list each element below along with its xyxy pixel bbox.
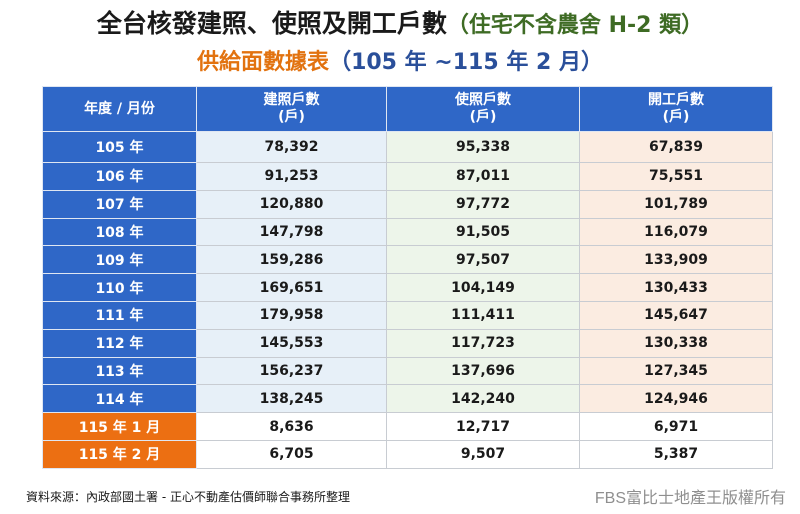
header-construction-starts-label: 開工戶數 (648, 92, 704, 108)
header-use-permits-label: 使照戶數 (455, 92, 511, 108)
table-row: 112 年 145,553 117,723 130,338 (42, 328, 773, 358)
table-row: 106 年 91,253 87,011 75,551 (42, 162, 773, 191)
cell-use-permits: 104,149 (386, 273, 580, 302)
header-use-permits: 使照戶數 (戶) (386, 86, 580, 132)
cell-use-permits: 117,723 (386, 328, 580, 358)
cell-build-permits: 145,553 (196, 328, 387, 358)
header-build-permits-label: 建照戶數 (263, 92, 320, 108)
row-label: 114 年 (42, 384, 197, 414)
cell-construction-starts: 6,971 (579, 412, 773, 441)
cell-use-permits: 111,411 (386, 300, 580, 330)
table-row: 105 年 78,392 95,338 67,839 (42, 131, 773, 163)
subtitle-prefix: 供給面數據表 (197, 50, 330, 75)
cell-construction-starts: 130,433 (579, 273, 773, 302)
header-use-permits-unit: (戶) (469, 109, 497, 125)
cell-build-permits: 91,253 (196, 162, 387, 191)
cell-use-permits: 97,772 (386, 189, 580, 219)
chart-title: 全台核發建照、使照及開工戶數（住宅不含農舍 H-2 類） (0, 4, 800, 40)
header-build-permits: 建照戶數 (戶) (196, 86, 387, 132)
row-label: 115 年 1 月 (42, 412, 197, 441)
cell-build-permits: 8,636 (196, 412, 387, 441)
cell-construction-starts: 127,345 (579, 356, 773, 386)
row-label: 106 年 (42, 162, 197, 191)
row-label: 107 年 (42, 189, 197, 219)
cell-construction-starts: 101,789 (579, 189, 773, 219)
cell-build-permits: 147,798 (196, 217, 387, 247)
table-row: 113 年 156,237 137,696 127,345 (42, 356, 773, 386)
cell-use-permits: 95,338 (386, 131, 580, 163)
table-row: 108 年 147,798 91,505 116,079 (42, 217, 773, 247)
cell-use-permits: 142,240 (386, 384, 580, 414)
row-label: 115 年 2 月 (42, 439, 197, 469)
table-body: 105 年 78,392 95,338 67,839 106 年 91,253 87,011… (42, 131, 773, 469)
row-label: 112 年 (42, 328, 197, 358)
table-row: 111 年 179,958 111,411 145,647 (42, 300, 773, 330)
data-table: 年度 / 月份 建照戶數 (戶) 使照戶數 (戶) 開工戶數 (戶) 105 年… (42, 86, 773, 469)
row-label: 110 年 (42, 273, 197, 302)
cell-build-permits: 179,958 (196, 300, 387, 330)
cell-construction-starts: 5,387 (579, 439, 773, 469)
source-note: 資料來源：內政部國土署 - 正心不動產估價師聯合事務所整理 (26, 490, 350, 504)
cell-build-permits: 6,705 (196, 439, 387, 469)
cell-use-permits: 9,507 (386, 439, 580, 469)
cell-construction-starts: 133,909 (579, 245, 773, 275)
table-row: 110 年 169,651 104,149 130,433 (42, 273, 773, 302)
table-row: 107 年 120,880 97,772 101,789 (42, 189, 773, 219)
cell-build-permits: 169,651 (196, 273, 387, 302)
table-row: 115 年 2 月 6,705 9,507 5,387 (42, 439, 773, 469)
header-period: 年度 / 月份 (42, 86, 197, 132)
cell-build-permits: 156,237 (196, 356, 387, 386)
cell-construction-starts: 145,647 (579, 300, 773, 330)
cell-use-permits: 87,011 (386, 162, 580, 191)
cell-construction-starts: 124,946 (579, 384, 773, 414)
header-period-label: 年度 / 月份 (84, 100, 155, 117)
cell-construction-starts: 116,079 (579, 217, 773, 247)
cell-use-permits: 12,717 (386, 412, 580, 441)
cell-build-permits: 159,286 (196, 245, 387, 275)
row-label: 108 年 (42, 217, 197, 247)
title-subtitle: （住宅不含農舍 H-2 類） (446, 13, 704, 38)
cell-use-permits: 97,507 (386, 245, 580, 275)
cell-construction-starts: 75,551 (579, 162, 773, 191)
table-header-row: 年度 / 月份 建照戶數 (戶) 使照戶數 (戶) 開工戶數 (戶) (42, 86, 773, 132)
row-label: 113 年 (42, 356, 197, 386)
table-row: 109 年 159,286 97,507 133,909 (42, 245, 773, 275)
cell-build-permits: 138,245 (196, 384, 387, 414)
table-row: 115 年 1 月 8,636 12,717 6,971 (42, 412, 773, 441)
header-build-permits-unit: (戶) (278, 109, 305, 125)
header-construction-starts-unit: (戶) (662, 109, 690, 125)
row-label: 109 年 (42, 245, 197, 275)
cell-build-permits: 120,880 (196, 189, 387, 219)
cell-use-permits: 137,696 (386, 356, 580, 386)
row-label: 111 年 (42, 300, 197, 330)
chart-subtitle: 供給面數據表（105 年 ~115 年 2 月） (0, 44, 800, 76)
header-construction-starts: 開工戶數 (戶) (579, 86, 773, 132)
watermark: FBS富比士地產王版權所有 (594, 490, 786, 507)
table-row: 114 年 138,245 142,240 124,946 (42, 384, 773, 414)
cell-build-permits: 78,392 (196, 131, 387, 163)
cell-construction-starts: 130,338 (579, 328, 773, 358)
row-label: 105 年 (42, 131, 197, 163)
cell-use-permits: 91,505 (386, 217, 580, 247)
subtitle-range: （105 年 ~115 年 2 月） (329, 50, 603, 75)
cell-construction-starts: 67,839 (579, 131, 773, 163)
title-main: 全台核發建照、使照及開工戶數 (96, 9, 447, 38)
